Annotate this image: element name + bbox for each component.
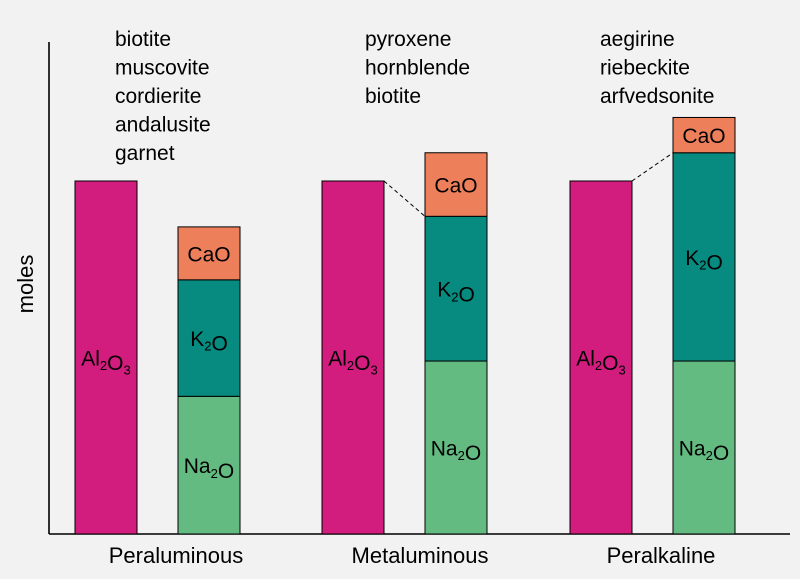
bar-group-peraluminous: Al2O3 Na2O K2O CaO biotite muscovite cordierit… bbox=[74, 28, 244, 568]
bar-group-metaluminous: Al2O3 Na2O K2O CaO pyroxene hornblende biotite… bbox=[321, 28, 489, 568]
bar-groups: Al2O3 Na2O K2O CaO biotite muscovite cordierit… bbox=[74, 28, 736, 568]
mineral-label: pyroxene bbox=[365, 28, 451, 51]
bar-label-al2o3: Al2O3 bbox=[81, 348, 131, 378]
bar-segment-k2o bbox=[424, 215, 488, 362]
bar-segment-cao bbox=[177, 226, 241, 281]
bar-segment-k2o bbox=[672, 152, 736, 362]
bar-al2o3 bbox=[74, 180, 138, 535]
mineral-label: riebeckite bbox=[600, 57, 690, 80]
mineral-label: muscovite bbox=[115, 57, 210, 80]
bar-group-peralkaline: Al2O3 Na2O K2O CaO aegirine riebeckite arfveds… bbox=[569, 28, 736, 568]
mineral-label: biotite bbox=[365, 85, 421, 108]
category-label: Peraluminous bbox=[109, 543, 244, 568]
category-label: Metaluminous bbox=[352, 543, 489, 568]
y-axis-label: moles bbox=[13, 255, 38, 314]
bar-label-na2o: Na2O bbox=[184, 455, 234, 483]
bar-segment-cao bbox=[672, 116, 736, 154]
bar-al2o3 bbox=[321, 180, 385, 535]
bar-label-k2o: K2O bbox=[190, 328, 228, 356]
bar-label-al2o3: Al2O3 bbox=[328, 348, 378, 378]
mineral-label: cordierite bbox=[115, 85, 201, 108]
bar-label-k2o: K2O bbox=[685, 247, 723, 275]
mineral-label: garnet bbox=[115, 142, 175, 165]
bar-label-k2o: K2O bbox=[437, 279, 475, 307]
bar-label-cao: CaO bbox=[434, 175, 477, 198]
bar-al2o3 bbox=[569, 180, 633, 535]
bar-label-na2o: Na2O bbox=[431, 438, 481, 466]
bar-segment-na2o bbox=[424, 360, 488, 535]
bar-segment-na2o bbox=[672, 360, 736, 535]
dashed-connector bbox=[631, 152, 674, 182]
bar-segment-cao bbox=[424, 152, 488, 217]
bar-label-al2o3: Al2O3 bbox=[576, 348, 626, 378]
mineral-label: hornblende bbox=[365, 57, 470, 80]
bar-label-cao: CaO bbox=[187, 243, 230, 266]
mineral-label: andalusite bbox=[115, 114, 211, 137]
dashed-connector bbox=[383, 180, 426, 217]
mineral-label: biotite bbox=[115, 28, 171, 51]
mineral-label: arfvedsonite bbox=[600, 85, 714, 108]
category-label: Peralkaline bbox=[607, 543, 716, 568]
mineral-label: aegirine bbox=[600, 28, 675, 51]
bar-segment-na2o bbox=[177, 395, 241, 535]
bar-label-na2o: Na2O bbox=[679, 438, 729, 466]
bar-label-cao: CaO bbox=[682, 125, 725, 148]
bar-segment-k2o bbox=[177, 279, 241, 397]
